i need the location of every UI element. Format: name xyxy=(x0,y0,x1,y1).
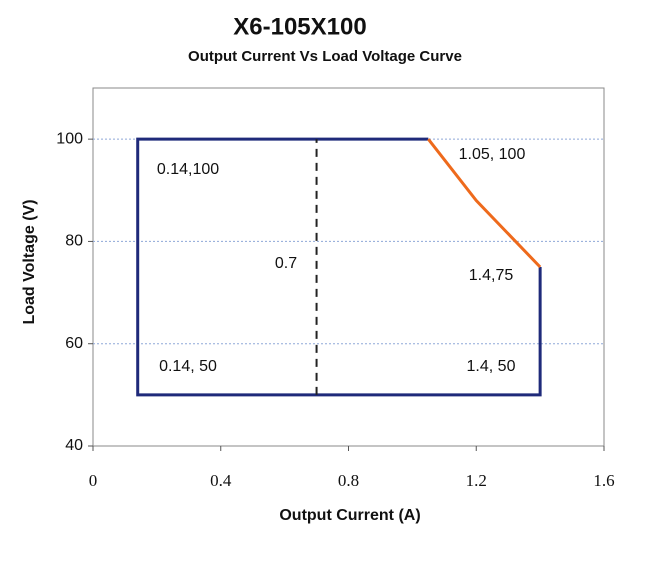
x-tick-label: 0.4 xyxy=(210,471,232,490)
x-tick-label: 0.8 xyxy=(338,471,359,490)
annotation: 1.05, 100 xyxy=(459,146,526,163)
x-axis-label: Output Current (A) xyxy=(279,507,420,524)
y-axis-label: Load Voltage (V) xyxy=(21,199,38,324)
x-tick-label: 0 xyxy=(89,471,98,490)
series-line xyxy=(136,137,542,397)
chart-subtitle: Output Current Vs Load Voltage Curve xyxy=(188,48,462,65)
y-tick-label: 80 xyxy=(65,233,83,250)
x-tick-label: 1.2 xyxy=(466,471,487,490)
annotation: 1.4,75 xyxy=(469,267,514,284)
annotation: 0.7 xyxy=(275,255,297,272)
x-tick-label: 1.6 xyxy=(593,471,614,490)
y-tick-label: 60 xyxy=(65,335,83,352)
annotation: 0.14,100 xyxy=(157,161,219,178)
annotation: 0.14, 50 xyxy=(159,358,217,375)
annotation: 1.4, 50 xyxy=(467,358,516,375)
y-tick-label: 40 xyxy=(65,437,83,454)
chart-title: X6-105X100 xyxy=(233,13,366,40)
y-tick-label: 100 xyxy=(56,130,83,147)
plot-frame xyxy=(92,87,605,447)
series-line xyxy=(427,138,542,269)
